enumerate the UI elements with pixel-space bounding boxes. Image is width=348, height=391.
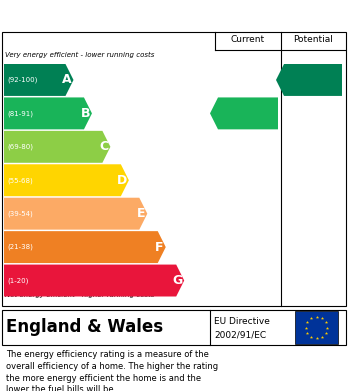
Text: 94: 94 (304, 74, 322, 86)
Polygon shape (4, 198, 147, 230)
Text: E: E (137, 207, 145, 220)
Polygon shape (276, 64, 342, 96)
Text: (39-54): (39-54) (7, 210, 33, 217)
Text: The energy efficiency rating is a measure of the
overall efficiency of a home. T: The energy efficiency rating is a measur… (6, 350, 218, 391)
Polygon shape (4, 131, 110, 163)
Bar (2, 310, 346, 345)
Text: Current: Current (231, 36, 265, 45)
Text: C: C (99, 140, 108, 153)
Text: (55-68): (55-68) (7, 177, 33, 183)
Text: 83: 83 (239, 107, 256, 120)
Bar (295, 311, 338, 344)
Text: (92-100): (92-100) (7, 77, 37, 83)
Text: EU Directive: EU Directive (214, 317, 270, 326)
Text: Potential: Potential (293, 36, 333, 45)
Text: 2002/91/EC: 2002/91/EC (214, 331, 266, 340)
Polygon shape (4, 265, 184, 296)
Text: D: D (117, 174, 127, 187)
Text: B: B (80, 107, 90, 120)
Text: (81-91): (81-91) (7, 110, 33, 117)
Polygon shape (4, 164, 129, 196)
Polygon shape (4, 231, 166, 263)
Text: Energy Efficiency Rating: Energy Efficiency Rating (60, 6, 288, 24)
Text: Not energy efficient - higher running costs: Not energy efficient - higher running co… (5, 292, 155, 298)
Text: (69-80): (69-80) (7, 143, 33, 150)
Text: (1-20): (1-20) (7, 277, 29, 284)
Polygon shape (210, 97, 278, 129)
Polygon shape (4, 97, 92, 129)
Polygon shape (4, 64, 73, 96)
Text: Very energy efficient - lower running costs: Very energy efficient - lower running co… (5, 52, 155, 58)
Text: England & Wales: England & Wales (6, 319, 163, 337)
Text: A: A (62, 74, 71, 86)
Text: F: F (155, 240, 164, 254)
Text: G: G (172, 274, 182, 287)
Text: (21-38): (21-38) (7, 244, 33, 250)
